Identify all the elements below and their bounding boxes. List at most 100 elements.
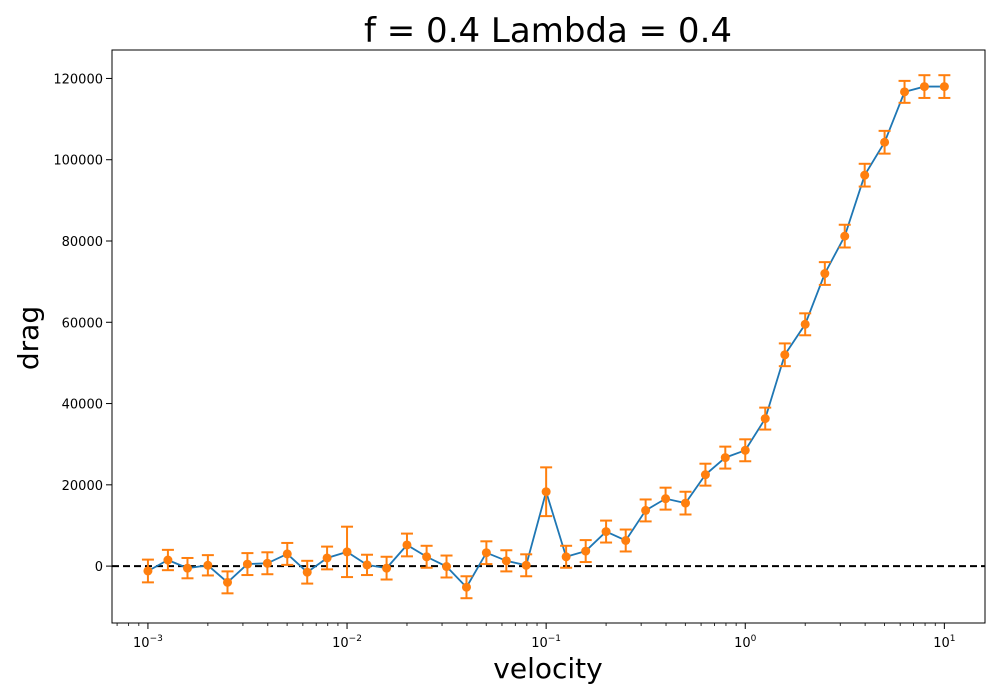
data-marker	[820, 269, 830, 279]
y-tick-label: 60000	[62, 316, 103, 331]
y-tick-label: 40000	[62, 398, 103, 413]
data-marker	[442, 562, 452, 572]
x-tick-label: 101	[933, 634, 955, 651]
data-point	[600, 519, 613, 544]
data-marker	[163, 555, 173, 565]
data-marker	[621, 536, 631, 546]
y-tick-label: 100000	[53, 154, 103, 169]
data-marker	[541, 487, 551, 497]
data-point	[400, 532, 413, 558]
data-marker	[601, 527, 611, 537]
data-marker	[860, 170, 870, 180]
data-point	[898, 79, 911, 104]
data-point	[141, 558, 154, 584]
data-marker	[521, 560, 531, 570]
data-marker	[700, 470, 710, 480]
data-point	[221, 570, 234, 595]
data-point	[778, 342, 791, 368]
data-point	[500, 549, 513, 573]
data-point	[341, 525, 354, 579]
data-marker	[203, 560, 213, 570]
data-marker	[880, 137, 890, 147]
data-point	[858, 162, 871, 188]
data-point	[838, 223, 851, 249]
y-axis: 0 20000 40000 60000 80000 100000 120000	[53, 72, 112, 575]
y-tick-label: 20000	[62, 479, 103, 494]
x-axis-label: velocity	[493, 652, 602, 685]
data-point	[560, 544, 573, 569]
data-marker	[182, 563, 192, 573]
data-point	[938, 74, 951, 99]
data-marker	[302, 567, 312, 577]
data-marker	[143, 566, 153, 576]
data-marker	[760, 414, 770, 424]
data-point	[739, 438, 752, 463]
y-tick-label: 80000	[62, 235, 103, 250]
data-point	[201, 554, 214, 577]
data-marker	[581, 546, 591, 556]
data-marker	[641, 505, 651, 515]
data-marker	[780, 350, 790, 360]
data-point	[241, 552, 254, 577]
data-marker	[362, 560, 372, 570]
y-axis-label: drag	[12, 306, 45, 370]
data-marker	[461, 582, 471, 592]
data-point	[759, 406, 772, 431]
data-point	[261, 551, 274, 576]
data-point	[440, 554, 453, 579]
data-marker	[262, 558, 272, 568]
data-point	[878, 129, 891, 155]
data-marker	[900, 87, 910, 97]
data-point	[301, 559, 314, 585]
y-tick-label: 0	[95, 560, 103, 575]
data-marker	[402, 540, 412, 550]
data-marker	[561, 552, 571, 562]
data-point	[480, 540, 493, 566]
data-point	[719, 445, 732, 470]
data-point	[679, 490, 692, 516]
data-point	[161, 548, 174, 572]
data-marker	[720, 453, 730, 463]
data-marker	[840, 231, 850, 241]
data-point	[540, 466, 553, 518]
data-marker	[740, 445, 750, 455]
x-tick-label: 10−1	[531, 634, 561, 651]
data-marker	[481, 548, 491, 558]
data-point	[818, 261, 831, 286]
data-point	[639, 498, 652, 523]
x-tick-label: 100	[734, 634, 757, 651]
data-point	[361, 553, 374, 577]
x-tick-label: 10−3	[133, 634, 163, 651]
data-point	[281, 541, 294, 566]
data-point	[659, 486, 672, 511]
y-tick-label: 120000	[53, 72, 103, 87]
data-point	[181, 556, 194, 580]
data-point	[380, 555, 393, 581]
data-marker	[939, 82, 949, 92]
data-point	[619, 528, 632, 553]
plot-content	[112, 74, 985, 600]
data-marker	[680, 498, 690, 508]
data-marker	[661, 494, 671, 504]
data-marker	[919, 82, 929, 92]
data-point	[918, 74, 931, 99]
data-point	[520, 553, 533, 578]
data-marker	[282, 549, 292, 559]
data-marker	[242, 559, 252, 569]
data-point	[699, 462, 712, 487]
data-marker	[223, 577, 233, 587]
data-point	[799, 312, 812, 337]
data-marker	[382, 563, 392, 573]
data-marker	[800, 319, 810, 329]
data-marker	[322, 553, 332, 563]
data-marker	[422, 552, 432, 562]
x-axis: 10−3 10−2 10−1 100 101	[116, 623, 955, 651]
data-point	[579, 539, 592, 564]
x-tick-label: 10−2	[332, 634, 362, 651]
plot-area	[111, 49, 986, 624]
data-marker	[501, 556, 511, 566]
data-point	[321, 545, 334, 571]
data-point	[460, 575, 473, 600]
data-point	[420, 544, 433, 569]
